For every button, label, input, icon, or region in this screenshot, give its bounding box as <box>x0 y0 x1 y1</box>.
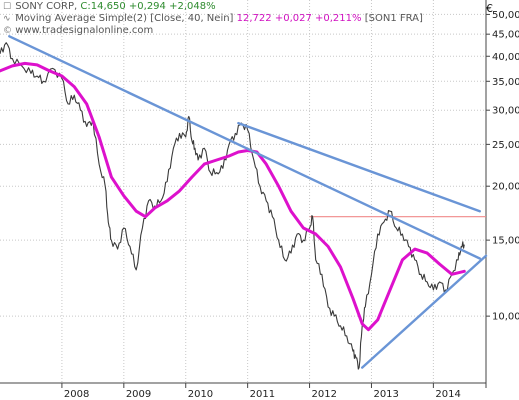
y-tick-label: 10,00 <box>492 312 519 323</box>
axes <box>0 0 490 388</box>
y-tick-label: 15,00 <box>492 236 519 247</box>
series-layer <box>0 35 488 370</box>
y-tick-label: 20,00 <box>492 182 519 193</box>
legend-line-2: ∿ Moving Average Simple(2) [Close, 40, N… <box>3 13 423 25</box>
x-tick-label: 2009 <box>126 389 151 400</box>
legend-line-1: ☐ SONY CORP, C:14,650 +0,294 +2,048% <box>3 1 216 13</box>
legend-line-3: © www.tradesignalonline.com <box>3 25 153 37</box>
legend-instrument-name: SONY CORP, <box>15 1 78 12</box>
legend-indicator-name: Moving Average Simple(2) [Close, 40, Nei… <box>15 13 234 24</box>
trendline <box>8 35 482 260</box>
y-tick-label: 45,00 <box>492 30 519 41</box>
y-tick-label: 30,00 <box>492 106 519 117</box>
x-tick-label: 2014 <box>435 389 460 400</box>
legend-indicator-tag: [SON1 FRA] <box>364 13 423 24</box>
tick-labels: 10,00 15,00 20,00 25,00 30,00 35,00 40,00 45,00… <box>64 10 519 400</box>
currency-label: € <box>486 2 493 15</box>
moving-average-line <box>0 61 466 332</box>
copyright-icon: © <box>3 26 12 36</box>
legend-website: www.tradesignalonline.com <box>15 25 154 36</box>
checkbox-icon[interactable]: ☐ <box>3 2 12 12</box>
trendline <box>237 121 482 213</box>
x-tick-label: 2012 <box>312 389 337 400</box>
trendline <box>360 254 488 369</box>
legend-indicator-values: 12,722 +0,027 +0,211% <box>236 13 362 24</box>
legend-instrument-values: C:14,650 +0,294 +2,048% <box>80 1 216 12</box>
x-tick-label: 2010 <box>188 389 213 400</box>
x-tick-label: 2013 <box>373 389 398 400</box>
x-tick-label: 2008 <box>64 389 89 400</box>
y-tick-label: 40,00 <box>492 52 519 63</box>
grid-lines <box>0 0 486 383</box>
y-tick-label: 35,00 <box>492 77 519 88</box>
y-tick-label: 50,00 <box>492 10 519 21</box>
y-tick-label: 25,00 <box>492 140 519 151</box>
x-tick-label: 2011 <box>250 389 275 400</box>
indicator-wave-icon[interactable]: ∿ <box>3 14 11 24</box>
